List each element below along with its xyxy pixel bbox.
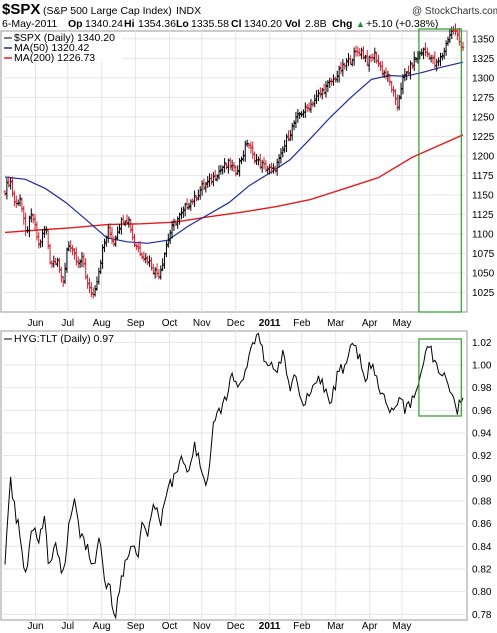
stats-volume-label: Vol	[285, 18, 301, 30]
legend-price: $SPX (Daily) 1340.20	[14, 32, 115, 44]
stats-volume: 2.8B	[305, 18, 327, 30]
ratio-y-axis: 0.78 0.80 0.82 0.84 0.86 0.88 0.90 0.92 0.94 0.96…	[472, 338, 492, 621]
price-y-tick-label: 1100	[472, 229, 494, 240]
ratio-y-tick-label: 0.86	[472, 519, 492, 530]
price-y-tick-label: 1050	[472, 268, 495, 279]
price-highlight-box	[418, 28, 462, 313]
legend-ratio: HYG:TLT (Daily) 0.97	[14, 333, 114, 345]
price-x-axis: Jun Jul Aug Sep Oct Nov Dec 2011 Feb Mar Apr May	[27, 318, 411, 329]
chart-exchange: INDX	[176, 5, 201, 17]
ratio-x-tick-label: Apr	[362, 621, 378, 632]
ratio-x-tick-label: Feb	[293, 621, 311, 632]
price-y-tick-label: 1300	[472, 73, 495, 84]
legend-ma50: MA(50) 1320.42	[14, 42, 89, 54]
ratio-y-tick-label: 1.02	[472, 338, 492, 349]
stats-open-label: Op	[68, 18, 83, 30]
stats-change-label: Chg	[332, 18, 352, 30]
price-y-tick-label: 1125	[472, 210, 494, 221]
chart-symbol: $SPX	[2, 1, 40, 18]
ratio-line	[4, 332, 464, 620]
ratio-x-tick-label: Jul	[61, 621, 74, 632]
price-x-tick-label: Nov	[193, 318, 211, 329]
ratio-x-tick-label: Aug	[93, 621, 111, 632]
price-x-tick-label: Aug	[93, 318, 111, 329]
legend-ma200: MA(200) 1226.73	[14, 52, 95, 64]
stats-low-label: Lo	[176, 18, 189, 30]
stats-high-label: Hi	[124, 18, 135, 30]
stats-close-label: Cl	[231, 18, 242, 30]
stats-open: 1340.24	[85, 18, 123, 30]
price-bars	[3, 23, 465, 299]
price-x-tick-label: Apr	[362, 318, 378, 329]
ratio-legend-bg	[2, 332, 110, 346]
ratio-x-tick-label: May	[392, 621, 411, 632]
price-x-tick-label: Jul	[61, 318, 74, 329]
ratio-y-tick-label: 0.92	[472, 451, 492, 462]
ratio-y-tick-label: 0.94	[472, 429, 492, 440]
ratio-x-tick-label: Mar	[327, 621, 345, 632]
ratio-y-tick-label: 0.84	[472, 542, 492, 553]
watermark: @ StockCharts.com	[412, 6, 497, 17]
price-y-tick-label: 1175	[472, 171, 494, 182]
price-y-tick-label: 1150	[472, 190, 494, 201]
price-y-tick-label: 1325	[472, 54, 495, 65]
stats-change: +5.10 (+0.38%)	[366, 18, 438, 30]
price-y-tick-label: 1200	[472, 151, 495, 162]
price-x-tick-label: Jun	[27, 318, 43, 329]
price-y-tick-label: 1250	[472, 112, 495, 123]
price-y-tick-label: 1350	[472, 34, 495, 45]
price-y-tick-label: 1275	[472, 93, 495, 104]
price-x-tick-label: Oct	[162, 318, 178, 329]
stats-line: 6-May-2011 Op 1340.24 Hi 1354.36 Lo 1335…	[2, 18, 438, 30]
ratio-x-tick-label: Sep	[127, 621, 145, 632]
chart-instrument-name: (S&P 500 Large Cap Index)	[43, 5, 172, 17]
price-x-tick-label: Sep	[127, 318, 145, 329]
ratio-x-axis: Jun Jul Aug Sep Oct Nov Dec 2011 Feb Mar Apr May	[27, 621, 411, 632]
price-y-axis: 1025 1050 1075 1100 1125 1150 1175 1200 1225 1250…	[472, 34, 495, 299]
ratio-x-tick-label: Nov	[193, 621, 211, 632]
ratio-x-tick-label: Jun	[27, 621, 43, 632]
ma200-line	[4, 134, 464, 234]
ratio-y-tick-label: 0.82	[472, 565, 492, 576]
ratio-highlight-box	[418, 338, 462, 417]
ratio-y-tick-label: 0.90	[472, 474, 492, 485]
price-x-tick-label: Feb	[293, 318, 311, 329]
price-panel: 1025 1050 1075 1100 1125 1150 1175 1200 1225 1250…	[0, 23, 495, 313]
ratio-panel: 0.78 0.80 0.82 0.84 0.86 0.88 0.90 0.92 0.94 0.96…	[0, 330, 492, 621]
stats-low: 1335.58	[191, 18, 229, 30]
ratio-x-tick-label: 2011	[259, 621, 281, 632]
stats-date: 6-May-2011	[2, 18, 57, 30]
price-x-tick-label: May	[392, 318, 411, 329]
price-y-tick-label: 1225	[472, 132, 495, 143]
ratio-panel-frame	[0, 330, 468, 621]
price-legend-bg	[2, 32, 122, 62]
change-arrow-icon: ▲	[356, 19, 365, 29]
ratio-y-tick-label: 1.00	[472, 361, 492, 372]
ratio-x-tick-label: Dec	[227, 621, 245, 632]
price-y-tick-label: 1025	[472, 288, 495, 299]
stats-high: 1354.36	[138, 18, 176, 30]
price-x-tick-label: Mar	[327, 318, 345, 329]
price-legend: $SPX (Daily) 1340.20 MA(50) 1320.42 MA(2…	[2, 32, 122, 64]
ratio-y-tick-label: 0.96	[472, 406, 492, 417]
ratio-y-tick-label: 0.80	[472, 587, 492, 598]
ratio-y-tick-label: 0.88	[472, 497, 492, 508]
ratio-y-tick-label: 0.98	[472, 383, 492, 394]
ratio-x-tick-label: Oct	[162, 621, 178, 632]
price-y-tick-label: 1075	[472, 249, 495, 260]
price-x-tick-label: 2011	[259, 318, 281, 329]
price-x-tick-label: Dec	[227, 318, 245, 329]
ma50-line	[4, 61, 464, 244]
ratio-y-tick-label: 0.78	[472, 610, 492, 621]
stats-close: 1340.20	[244, 18, 282, 30]
